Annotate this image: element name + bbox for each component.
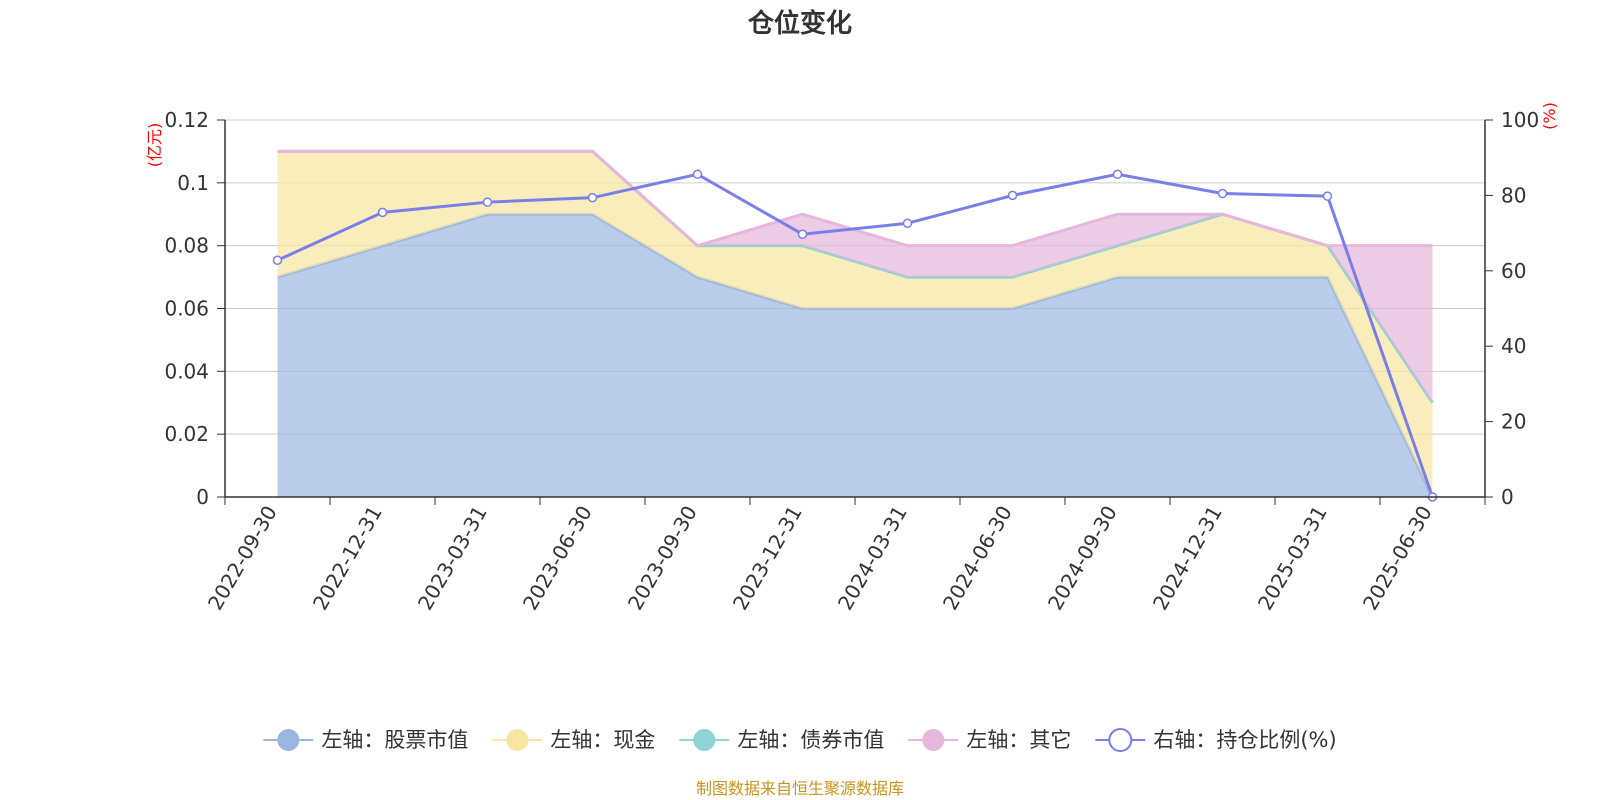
right-tick-label: 60 — [1501, 259, 1526, 283]
x-tick-label: 2025-03-31 — [1253, 502, 1332, 615]
line-series — [272, 169, 1438, 502]
right-tick-label: 80 — [1501, 183, 1526, 207]
legend-marker — [277, 729, 300, 751]
right-tick-label: 40 — [1501, 334, 1526, 358]
left-tick-label: 0 — [196, 485, 209, 509]
line-point — [797, 229, 808, 239]
area-0 — [277, 214, 1433, 497]
line-point — [482, 197, 493, 207]
legend-item: 左轴：债券市值 — [679, 728, 884, 752]
x-tick-label: 2024-12-31 — [1148, 502, 1227, 615]
left-tick-label: 0.02 — [164, 422, 209, 446]
chart-title: 仓位变化 — [747, 8, 852, 39]
x-tick-label: 2023-03-31 — [413, 502, 492, 615]
line-point — [692, 169, 703, 180]
legend-item: 左轴：股票市值 — [263, 728, 468, 752]
left-tick-label: 0.1 — [177, 171, 209, 195]
left-tick-label: 0.12 — [164, 108, 209, 132]
legend-item: 左轴：其它 — [908, 728, 1071, 752]
line-point — [1217, 188, 1228, 199]
x-tick-label: 2024-03-31 — [833, 502, 912, 615]
line-point — [1007, 190, 1018, 201]
legend-marker — [1108, 728, 1133, 752]
x-tick-label: 2025-06-30 — [1358, 502, 1437, 615]
legend-marker — [922, 729, 945, 751]
x-tick-label: 2023-12-31 — [728, 502, 807, 615]
source-note: 制图数据来自恒生聚源数据库 — [696, 779, 904, 798]
line-point — [1322, 191, 1333, 201]
line-path — [276, 172, 1434, 498]
left-tick-label: 0.08 — [164, 234, 209, 258]
x-tick-label: 2024-06-30 — [938, 502, 1017, 615]
legend-label: 左轴：现金 — [550, 728, 655, 752]
area-series — [277, 149, 1434, 498]
x-tick-label: 2022-12-31 — [308, 502, 387, 615]
x-tick-label: 2023-06-30 — [518, 502, 597, 615]
left-tick-label: 0.06 — [164, 297, 209, 321]
x-tick-label: 2024-09-30 — [1043, 502, 1122, 615]
line-point — [902, 218, 913, 229]
x-tick-label: 2022-09-30 — [203, 502, 282, 615]
x-tick-label: 2023-09-30 — [623, 502, 702, 615]
right-axis-unit: (%) — [1540, 102, 1559, 130]
right-tick-label: 100 — [1501, 108, 1539, 132]
line-point — [587, 192, 598, 203]
line-point — [272, 255, 283, 265]
legend-label: 右轴：持仓比例(%) — [1153, 728, 1336, 752]
area-1 — [277, 151, 1433, 497]
line-point — [1112, 169, 1123, 180]
right-tick-label: 20 — [1501, 410, 1526, 434]
left-tick-label: 0.04 — [164, 359, 209, 383]
legend-label: 左轴：债券市值 — [737, 728, 884, 752]
left-axis-unit: (亿元) — [145, 123, 164, 168]
legend-label: 左轴：股票市值 — [321, 728, 468, 752]
legend-item: 右轴：持仓比例(%) — [1095, 728, 1337, 752]
legend-marker — [693, 729, 716, 751]
legend-label: 左轴：其它 — [966, 728, 1071, 752]
right-tick-label: 0 — [1501, 485, 1514, 509]
legend-item: 左轴：现金 — [492, 728, 655, 752]
legend: 左轴：股票市值 左轴：现金 左轴：债券市值 左轴：其它 右轴：持仓比例(%) — [263, 728, 1337, 752]
legend-marker — [506, 729, 529, 751]
line-point — [377, 207, 388, 218]
